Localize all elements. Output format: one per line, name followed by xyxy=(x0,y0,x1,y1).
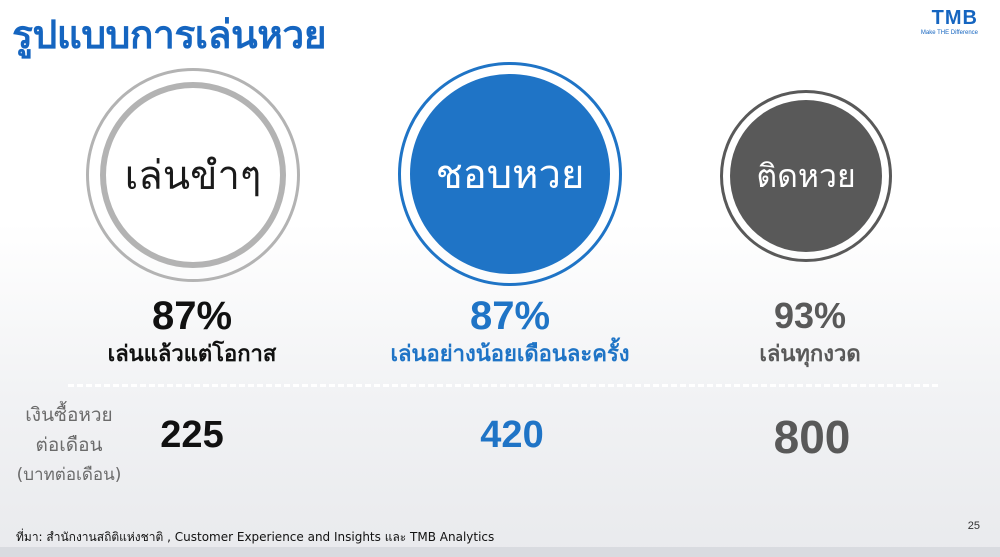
addicted-amount: 800 xyxy=(773,411,851,463)
casual-amount: 225 xyxy=(160,414,224,456)
casual-description: เล่นแล้วแต่โอกาส xyxy=(107,342,277,367)
monthly-spend-label: เงินซื้อหวย ต่อเดือน (บาทต่อเดือน) xyxy=(8,400,130,490)
logo-mark: TMB xyxy=(931,7,978,29)
addicted-percent: 93% xyxy=(773,295,847,336)
dashed-divider xyxy=(68,384,938,387)
page-number: 25 xyxy=(967,520,980,532)
addicted-stat: 93% เล่นทุกงวด xyxy=(690,294,930,370)
addicted-description: เล่นทุกงวด xyxy=(759,342,861,367)
addicted-circle-label: ติดหวย xyxy=(756,156,856,195)
spend-label-line2: ต่อเดือน xyxy=(35,434,103,456)
casual-stat: 87% เล่นแล้วแต่โอกาส xyxy=(72,294,312,370)
casual-percent: 87% xyxy=(151,294,233,338)
source-note: ที่มา: สำนักงานสถิติแห่งชาติ , Customer … xyxy=(16,530,495,544)
enthusiast-description: เล่นอย่างน้อยเดือนละครั้ง xyxy=(390,342,630,367)
enthusiast-amount: 420 xyxy=(480,414,544,456)
bottom-bar xyxy=(0,547,1000,557)
spend-label-line1: เงินซื้อหวย xyxy=(25,404,113,426)
tmb-logo: TMB Make THE Difference xyxy=(898,8,978,36)
enthusiast-circle-ring xyxy=(398,62,622,286)
addicted-circle: ติดหวย xyxy=(730,100,882,252)
enthusiast-circle-label: ชอบหวย xyxy=(435,152,585,198)
enthusiast-percent: 87% xyxy=(469,294,551,338)
enthusiast-stat: 87% เล่นอย่างน้อยเดือนละครั้ง xyxy=(370,294,650,370)
logo-tagline: Make THE Difference xyxy=(920,30,978,36)
spend-label-unit: (บาทต่อเดือน) xyxy=(16,465,122,485)
addicted-circle-ring xyxy=(720,90,892,262)
casual-circle: เล่นขำๆ xyxy=(100,82,286,268)
casual-circle-label: เล่นขำๆ xyxy=(124,153,262,199)
enthusiast-circle: ชอบหวย xyxy=(410,74,610,274)
casual-circle-ring xyxy=(86,68,300,282)
slide-title: รูปแบบการเล่นหวย xyxy=(12,13,327,58)
